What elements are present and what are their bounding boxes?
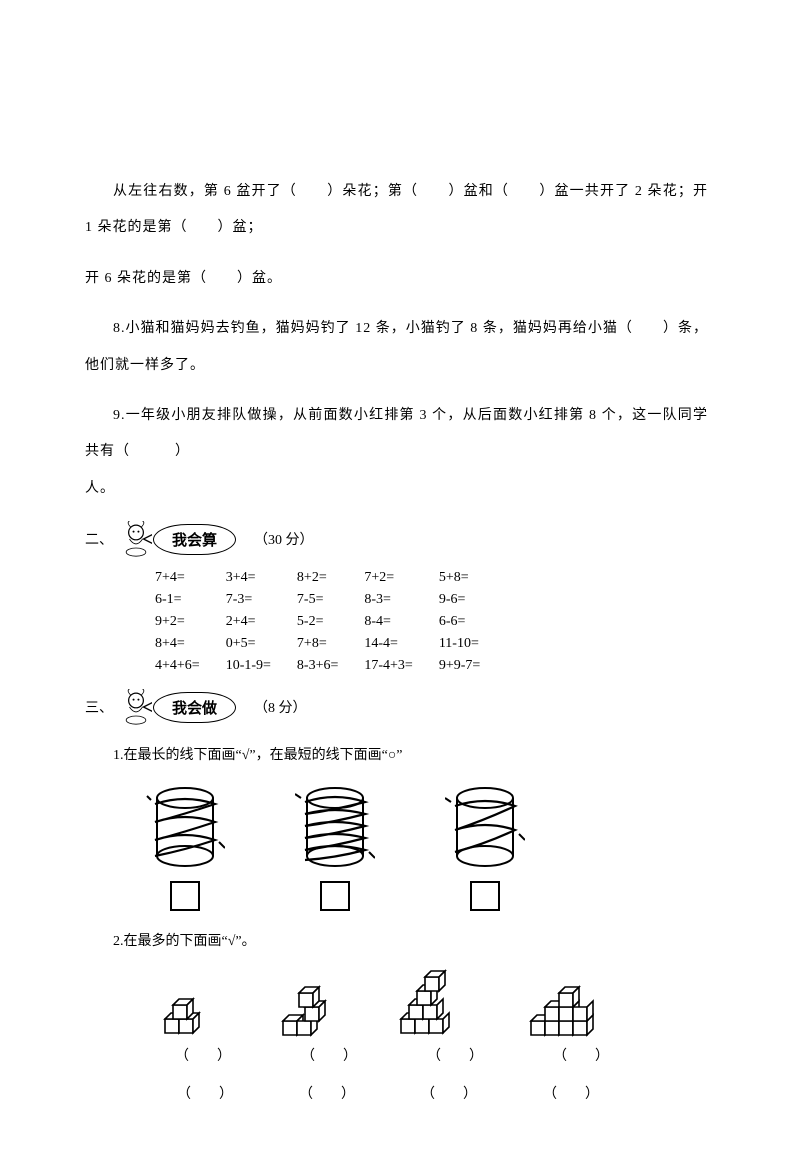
calc-row: 8+4= 0+5= 7+8= 14-4= 11-10= (155, 633, 506, 655)
calc-cell: 8+4= (155, 633, 226, 655)
question-9-a: 9.一年级小朋友排队做操，从前面数小红排第 3 个，从后面数小红排第 8 个，这… (85, 398, 708, 471)
calc-cell: 7+2= (364, 567, 438, 589)
cylinder-icon (295, 786, 375, 871)
calc-row: 7+4= 3+4= 8+2= 7+2= 5+8= (155, 567, 506, 589)
parens-row-1: （ ） （ ） （ ） （ ） (175, 1045, 708, 1065)
calc-cell: 7-3= (226, 589, 297, 611)
question-3-2: 2.在最多的下面画“√”。 (85, 929, 708, 954)
calc-row: 4+4+6= 10-1-9= 8-3+6= 17-4+3= 9+9-7= (155, 655, 506, 677)
cylinder-item (295, 786, 375, 911)
calc-cell: 5-2= (297, 611, 364, 633)
worksheet-page: 从左往右数，第 6 盆开了（ ）朵花；第（ ）盆和（ ）盆一共开了 2 朵花；开… (0, 0, 793, 1163)
calc-cell: 2+4= (226, 611, 297, 633)
answer-paren[interactable]: （ ） (421, 1083, 477, 1103)
answer-paren[interactable]: （ ） (301, 1045, 357, 1065)
cylinder-item (145, 786, 225, 911)
section-2-number: 二、 (85, 529, 113, 549)
calc-cell: 8-3+6= (297, 655, 364, 677)
calc-cell: 9-6= (439, 589, 506, 611)
cylinder-item (445, 786, 525, 911)
question-flower-l2: 开 6 朵花的是第（ ）盆。 (85, 261, 708, 297)
answer-box[interactable] (320, 881, 350, 911)
answer-paren[interactable]: （ ） (299, 1083, 355, 1103)
calc-cell: 7-5= (297, 589, 364, 611)
parens-row-2: （ ） （ ） （ ） （ ） (177, 1083, 708, 1103)
calc-cell: 3+4= (226, 567, 297, 589)
answer-paren[interactable]: （ ） (177, 1083, 233, 1103)
answer-paren[interactable]: （ ） (553, 1045, 609, 1065)
question-flower-l1: 从左往右数，第 6 盆开了（ ）朵花；第（ ）盆和（ ）盆一共开了 2 朵花；开… (85, 174, 708, 247)
answer-paren[interactable]: （ ） (427, 1045, 483, 1065)
calc-cell: 7+8= (297, 633, 364, 655)
calc-cell: 17-4+3= (364, 655, 438, 677)
calc-cell: 11-10= (439, 633, 506, 655)
question-9-b: 人。 (85, 471, 708, 507)
cylinder-icon (445, 786, 525, 871)
section-2-score: （30 分） (254, 529, 314, 549)
calc-cell: 9+9-7= (439, 655, 506, 677)
calc-row: 9+2= 2+4= 5-2= 8-4= 6-6= (155, 611, 506, 633)
cubes-row (155, 969, 708, 1039)
calc-cell: 8-3= (364, 589, 438, 611)
calc-cell: 4+4+6= (155, 655, 226, 677)
cubes-icon (395, 969, 475, 1039)
answer-paren[interactable]: （ ） (543, 1083, 599, 1103)
cylinder-icon (145, 786, 225, 871)
calc-cell: 6-6= (439, 611, 506, 633)
section-3-header: 三、 我会做 （8 分） (85, 689, 708, 725)
calc-cell: 10-1-9= (226, 655, 297, 677)
calc-cell: 9+2= (155, 611, 226, 633)
calc-row: 6-1= 7-3= 7-5= 8-3= 9-6= (155, 589, 506, 611)
cubes-icon (155, 979, 225, 1039)
calc-cell: 5+8= (439, 567, 506, 589)
section-3-title-bubble: 我会做 (153, 692, 236, 723)
cubes-icon (275, 979, 345, 1039)
section-2-header: 二、 我会算 （30 分） (85, 521, 708, 557)
calc-cell: 8-4= (364, 611, 438, 633)
answer-paren[interactable]: （ ） (175, 1045, 231, 1065)
section-3-number: 三、 (85, 697, 113, 717)
calc-cell: 8+2= (297, 567, 364, 589)
question-3-1: 1.在最长的线下面画“√”，在最短的线下面画“○” (85, 743, 708, 768)
calc-cell: 6-1= (155, 589, 226, 611)
answer-box[interactable] (470, 881, 500, 911)
question-8: 8.小猫和猫妈妈去钓鱼，猫妈妈钓了 12 条，小猫钓了 8 条，猫妈妈再给小猫（… (85, 311, 708, 384)
calc-cell: 14-4= (364, 633, 438, 655)
calc-cell: 0+5= (226, 633, 297, 655)
cylinder-row (145, 786, 708, 911)
calc-cell: 7+4= (155, 567, 226, 589)
cubes-icon (525, 979, 625, 1039)
section-2-title-bubble: 我会算 (153, 524, 236, 555)
section-3-score: （8 分） (254, 697, 307, 717)
answer-box[interactable] (170, 881, 200, 911)
calculation-table: 7+4= 3+4= 8+2= 7+2= 5+8= 6-1= 7-3= 7-5= … (155, 567, 506, 677)
